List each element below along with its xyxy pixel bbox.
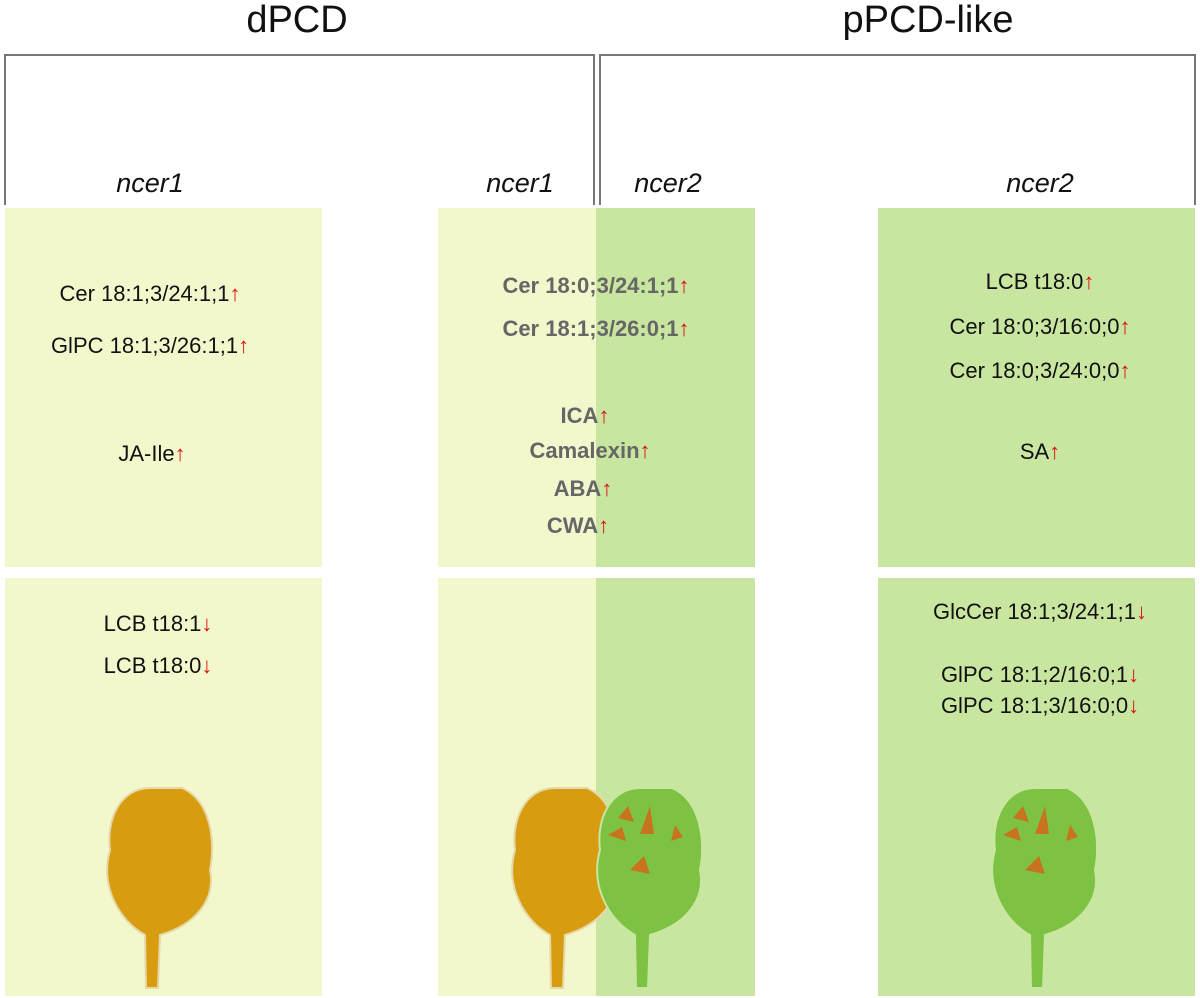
entry-arrow: ↑ [1120,358,1131,383]
entry: GlPC 18:1;3/26:1;1↑ [51,333,249,358]
panel [5,208,322,567]
entry-text: Cer 18:1;3/24:1;1 [59,281,229,306]
entry: CWA↑ [547,513,609,538]
column-label: ncer1 [116,168,184,198]
entry-text: LCB t18:0 [986,269,1084,294]
entry: SA↑ [1020,439,1060,464]
entry-arrow: ↑ [175,441,186,466]
entry-text: Cer 18:0;3/16:0;0 [949,314,1119,339]
entry-arrow: ↓ [201,611,212,636]
panel [438,208,596,567]
panel [878,208,1195,567]
entry: Cer 18:1;3/26:0;1↑ [502,316,689,341]
entry: Cer 18:0;3/24:0;0↑ [949,358,1130,383]
entry-text: LCB t18:1 [104,611,202,636]
entry: LCB t18:1↓ [104,611,213,636]
entry-arrow: ↑ [598,513,609,538]
column-label: ncer2 [1006,168,1074,198]
entry-arrow: ↑ [230,281,241,306]
entry-text: JA-Ile [118,441,174,466]
entry: Cer 18:1;3/24:1;1↑ [59,281,240,306]
entry-arrow: ↑ [598,403,609,428]
header: dPCD [246,0,347,41]
entry-text: CWA [547,513,598,538]
entry-arrow: ↑ [1049,439,1060,464]
panel [596,208,755,567]
entry: LCB t18:0↓ [104,653,213,678]
column-label: ncer1 [486,168,554,198]
entry-text: Cer 18:1;3/26:0;1 [502,316,678,341]
entry-text: Camalexin [529,438,639,463]
entry-arrow: ↑ [679,316,690,341]
entry: GlPC 18:1;3/16:0;0↓ [941,693,1139,718]
entry-arrow: ↑ [601,476,612,501]
entry: Camalexin↑ [529,438,650,463]
entry-text: Cer 18:0;3/24:0;0 [949,358,1119,383]
entry: LCB t18:0↑ [986,269,1095,294]
entry-text: ICA [561,403,599,428]
entry-arrow: ↑ [640,438,651,463]
entry-text: GlPC 18:1;3/16:0;0 [941,693,1128,718]
entry-arrow: ↓ [1128,662,1139,687]
leaf-lesion [596,787,704,989]
entry-arrow: ↑ [1120,314,1131,339]
leaf-lesion [991,787,1099,989]
entry-text: ABA [554,476,602,501]
entry: GlPC 18:1;2/16:0;1↓ [941,662,1139,687]
entry: GlcCer 18:1;3/24:1;1↓ [933,599,1147,624]
entry-text: GlcCer 18:1;3/24:1;1 [933,599,1136,624]
entry-text: GlPC 18:1;2/16:0;1 [941,662,1128,687]
header: pPCD-like [842,0,1013,41]
entry-text: SA [1020,439,1050,464]
entry-arrow: ↑ [679,273,690,298]
leaf-dead [106,787,214,989]
entry: JA-Ile↑ [118,441,185,466]
entry: ABA↑ [554,476,613,501]
entry: ICA↑ [561,403,610,428]
entry-arrow: ↑ [238,333,249,358]
entry-arrow: ↓ [201,653,212,678]
entry-text: LCB t18:0 [104,653,202,678]
entry: Cer 18:0;3/16:0;0↑ [949,314,1130,339]
entry-arrow: ↑ [1083,269,1094,294]
column-label: ncer2 [634,168,702,198]
entry-text: GlPC 18:1;3/26:1;1 [51,333,238,358]
entry-arrow: ↓ [1136,599,1147,624]
entry-text: Cer 18:0;3/24:1;1 [502,273,678,298]
bracket [599,54,1196,205]
panel [596,578,755,996]
entry: Cer 18:0;3/24:1;1↑ [502,273,689,298]
bracket [4,54,595,205]
entry-arrow: ↓ [1128,693,1139,718]
